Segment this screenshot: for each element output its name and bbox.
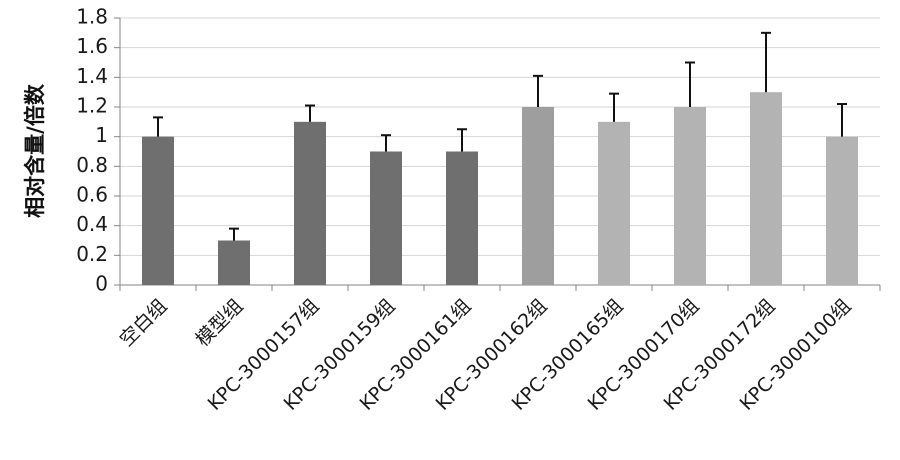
bar: [294, 122, 326, 285]
y-tick-label: 1.4: [76, 64, 108, 88]
y-tick-label: 0.6: [76, 183, 108, 207]
y-axis-title: 相对含量/倍数: [23, 83, 47, 218]
y-tick-label: 0.4: [76, 212, 108, 236]
x-tick-label: 模型组: [192, 295, 248, 351]
x-tick-labels: 空白组模型组KPC-3000157组KPC-3000159组KPC-300016…: [116, 295, 856, 415]
bar: [750, 92, 782, 285]
y-tick-label: 0.8: [76, 153, 108, 177]
y-tick-label: 1.2: [76, 94, 108, 118]
y-tick-label: 1: [95, 123, 108, 147]
bar: [674, 107, 706, 285]
y-tick-label: 1.8: [76, 5, 108, 29]
bar: [446, 152, 478, 286]
y-tick-label: 0: [95, 272, 108, 296]
bar: [142, 137, 174, 285]
bar: [218, 241, 250, 286]
y-tick-labels: 0 0.2 0.4 0.6 0.8 1 1.2 1.4 1.6 1.8: [76, 5, 108, 296]
y-tick-label: 0.2: [76, 242, 108, 266]
bar: [826, 137, 858, 285]
y-tick-label: 1.6: [76, 34, 108, 58]
x-tick-label: 空白组: [116, 295, 172, 351]
bar: [522, 107, 554, 285]
bars: [142, 92, 858, 285]
bar: [598, 122, 630, 285]
bar: [370, 152, 402, 286]
